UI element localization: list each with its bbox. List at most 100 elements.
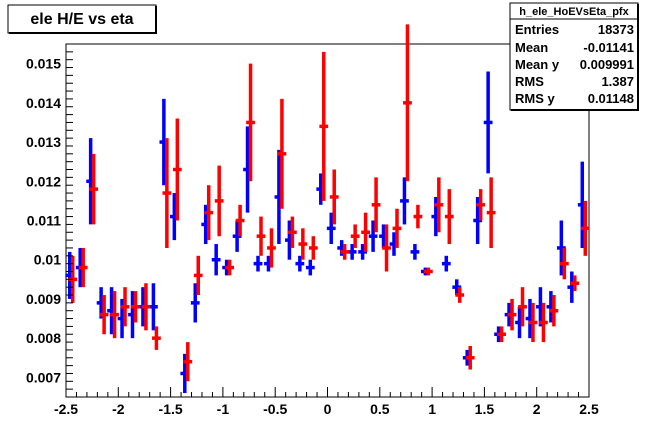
x-tick-label: 0.5 xyxy=(370,401,390,417)
data-point xyxy=(131,291,140,323)
x-tick-label: -2 xyxy=(112,401,125,417)
data-point xyxy=(78,247,88,288)
stats-label-mean-y: Mean y xyxy=(515,57,560,72)
data-point xyxy=(308,236,318,260)
y-tick-label: 0.015 xyxy=(26,56,61,72)
data-point xyxy=(423,267,433,276)
data-point xyxy=(361,212,371,252)
data-point xyxy=(392,208,402,248)
data-point xyxy=(295,255,305,272)
data-point xyxy=(518,287,527,327)
data-point xyxy=(350,224,360,248)
series-red xyxy=(68,24,590,382)
data-point xyxy=(570,275,580,292)
y-tick-label: 0.01 xyxy=(34,252,61,268)
data-point xyxy=(162,138,172,248)
data-point xyxy=(89,153,99,225)
data-point xyxy=(371,177,381,233)
title-box: ele H/E vs eta xyxy=(7,4,157,34)
data-point xyxy=(287,216,297,248)
data-point xyxy=(497,326,506,343)
data-point xyxy=(152,326,161,350)
axis-layer: -2.5 -2 -1.5 -1 -0.5 0 0.5 1 1.5 2 2.5 0.007 0.008 0.… xyxy=(26,43,599,417)
data-point xyxy=(193,255,203,296)
x-tick-label: 2 xyxy=(533,401,541,417)
data-point xyxy=(368,220,378,252)
x-tick-label: -1.5 xyxy=(159,401,183,417)
stats-box: h_ele_HoEVsEta_pfx Entries 18373 Mean -0… xyxy=(509,2,639,111)
data-point xyxy=(403,24,412,182)
data-point xyxy=(347,244,357,260)
data-point xyxy=(204,185,214,241)
data-point xyxy=(211,244,221,276)
data-point xyxy=(190,283,200,323)
data-point xyxy=(256,216,266,256)
stats-value-entries: 18373 xyxy=(598,22,634,37)
data-point xyxy=(120,287,130,327)
data-point xyxy=(507,298,517,331)
data-point xyxy=(298,228,308,260)
y-tick-label: 0.012 xyxy=(26,173,61,189)
x-tick-label: 0 xyxy=(324,401,332,417)
y-tick-label: 0.008 xyxy=(26,330,61,346)
data-point xyxy=(465,346,475,370)
data-point xyxy=(225,259,235,276)
stats-label-entries: Entries xyxy=(515,22,559,37)
data-point xyxy=(441,255,451,272)
stats-label-mean: Mean xyxy=(515,40,548,55)
data-point xyxy=(413,204,423,229)
stats-label-rms-y: RMS y xyxy=(515,91,556,106)
y-tick-label: 0.014 xyxy=(26,95,61,111)
data-point xyxy=(382,224,391,272)
data-point xyxy=(329,169,339,225)
data-point xyxy=(305,259,315,276)
data-point xyxy=(444,189,454,245)
data-point xyxy=(340,244,350,260)
x-tick-label: 1 xyxy=(428,401,436,417)
y-tick-label: 0.011 xyxy=(27,213,61,229)
data-point xyxy=(172,118,182,221)
x-tick-label: -2.5 xyxy=(54,401,78,417)
y-tick-label: 0.007 xyxy=(26,369,61,385)
x-tick-label: -0.5 xyxy=(263,401,287,417)
data-point xyxy=(183,342,193,382)
data-point xyxy=(455,287,465,303)
data-point xyxy=(434,177,444,233)
stats-title: h_ele_HoEVsEta_pfx xyxy=(519,6,629,18)
data-point xyxy=(549,295,559,327)
stats-label-rms: RMS xyxy=(515,74,544,89)
stats-value-rms-y: 0.01148 xyxy=(588,91,634,106)
data-point xyxy=(99,295,109,335)
data-point xyxy=(235,204,245,237)
data-point xyxy=(277,98,287,209)
data-point xyxy=(110,291,119,339)
stats-value-mean: -0.01141 xyxy=(583,40,634,55)
x-tick-label: 1.5 xyxy=(475,401,495,417)
data-point xyxy=(246,63,255,182)
data-point xyxy=(214,165,224,237)
data-point xyxy=(400,177,409,225)
data-point xyxy=(486,177,496,248)
data-point xyxy=(559,247,569,280)
data-point xyxy=(141,283,151,331)
data-point xyxy=(410,244,420,260)
data-point xyxy=(483,71,493,174)
data-point xyxy=(253,255,263,272)
data-point xyxy=(528,302,538,343)
x-tick-label: 2.5 xyxy=(579,401,599,417)
data-point xyxy=(476,189,486,221)
data-point xyxy=(539,302,548,343)
data-point xyxy=(580,200,590,256)
data-point xyxy=(319,51,329,201)
data-point xyxy=(326,212,336,245)
data-point xyxy=(267,228,276,268)
y-tick-label: 0.009 xyxy=(26,291,61,307)
series-layer xyxy=(65,24,590,394)
data-point xyxy=(149,283,158,331)
stats-value-mean-y: 0.009991 xyxy=(580,57,634,72)
y-tick-label: 0.013 xyxy=(26,134,61,150)
x-tick-label: -1 xyxy=(217,401,230,417)
stats-value-rms: 1.387 xyxy=(601,74,634,89)
chart-title: ele H/E vs eta xyxy=(30,11,133,28)
